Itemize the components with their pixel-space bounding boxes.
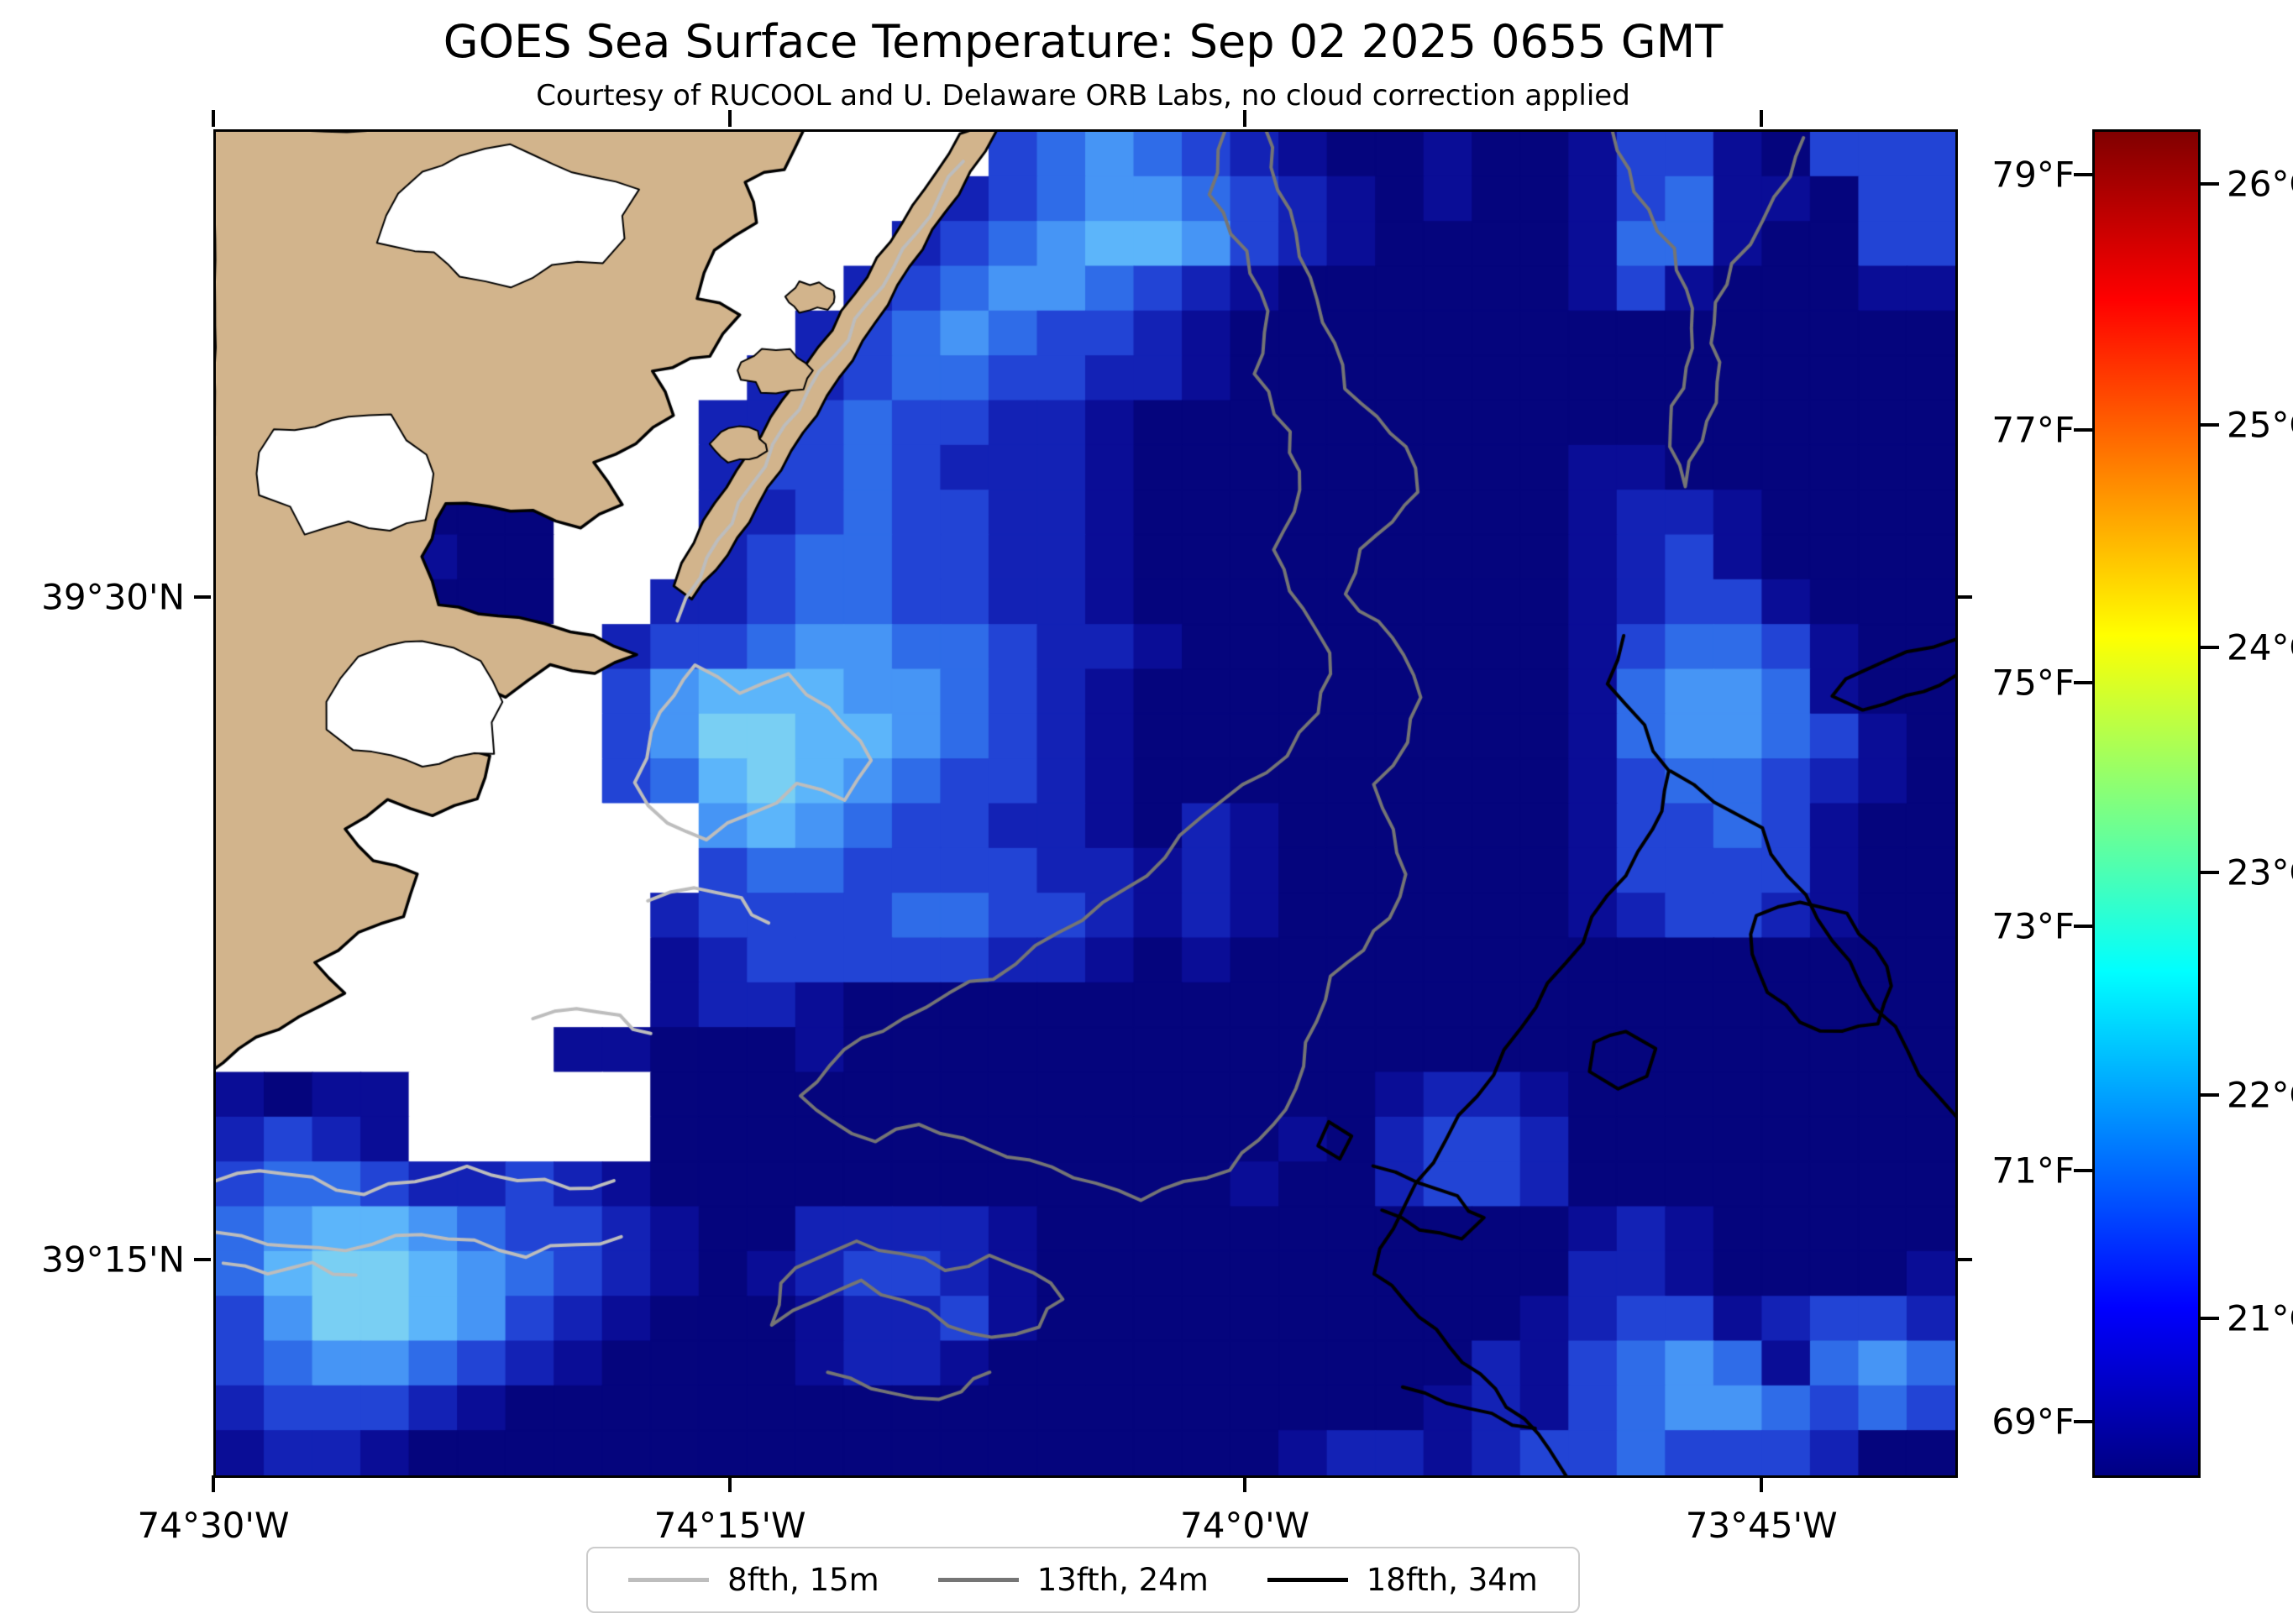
colorbar-tick-celsius [2201, 422, 2219, 427]
colorbar-label-celsius: 23°C [2227, 851, 2293, 893]
legend-line-swatch [937, 1578, 1019, 1582]
colorbar-tick-fahrenheit [2074, 681, 2092, 684]
colorbar-tick-celsius [2201, 1093, 2219, 1098]
colorbar-label-celsius: 25°C [2227, 404, 2293, 446]
legend-line-swatch [628, 1578, 710, 1582]
y-tick-label: 39°15'N [41, 1239, 185, 1281]
colorbar-tick-celsius [2201, 182, 2219, 186]
legend-item-3: 18fth, 34m [1267, 1562, 1538, 1598]
y-axis-tick-left [194, 1257, 211, 1261]
colorbar-label-fahrenheit: 75°F [1991, 662, 2075, 704]
y-axis-tick-right [1955, 595, 1972, 599]
colorbar-tick-celsius [2201, 646, 2219, 650]
x-axis-tick-bottom [1760, 1475, 1764, 1492]
x-axis-tick-top [1760, 110, 1764, 127]
colorbar-label-fahrenheit: 77°F [1991, 409, 2075, 451]
x-axis-tick-top [728, 110, 732, 127]
legend-item-1: 8fth, 15m [628, 1562, 879, 1598]
colorbar-tick-fahrenheit [2074, 924, 2092, 928]
colorbar-tick-fahrenheit [2074, 173, 2092, 177]
colorbar-label-celsius: 21°C [2227, 1297, 2293, 1339]
map-plot-area [213, 129, 1958, 1478]
colorbar-label-celsius: 26°C [2227, 163, 2293, 205]
x-tick-label: 74°15'W [653, 1505, 806, 1546]
colorbar-label-celsius: 24°C [2227, 626, 2293, 668]
colorbar: 79°F 77°F 75°F 73°F 71°F 69°F 26°C 25°C 24°C 23°C… [1991, 129, 2293, 1478]
x-tick-label: 74°30'W [137, 1505, 290, 1546]
chart-title: GOES Sea Surface Temperature: Sep 02 202… [443, 15, 1724, 68]
x-axis-tick-bottom [728, 1475, 732, 1492]
x-axis-tick-top [1243, 110, 1247, 127]
x-axis-tick-bottom [212, 1475, 215, 1492]
depth-contour-legend: 8fth, 15m 13fth, 24m 18fth, 34m [213, 1547, 1953, 1613]
y-axis-tick-left [194, 595, 211, 599]
legend-box: 8fth, 15m 13fth, 24m 18fth, 34m [586, 1547, 1580, 1613]
colorbar-tick-celsius [2201, 1316, 2219, 1320]
legend-line-swatch [1267, 1578, 1348, 1582]
legend-item-label: 18fth, 34m [1366, 1562, 1538, 1598]
y-tick-label: 39°30'N [41, 576, 185, 618]
legend-item-label: 8fth, 15m [727, 1562, 879, 1598]
x-tick-label: 74°0'W [1179, 1505, 1310, 1546]
colorbar-label-fahrenheit: 79°F [1991, 154, 2075, 196]
colorbar-tick-fahrenheit [2074, 428, 2092, 432]
legend-item-2: 13fth, 24m [937, 1562, 1209, 1598]
chart-subtitle: Courtesy of RUCOOL and U. Delaware ORB L… [536, 79, 1630, 113]
legend-item-label: 13fth, 24m [1036, 1562, 1209, 1598]
colorbar-tick-fahrenheit [2074, 1420, 2092, 1423]
colorbar-tick-fahrenheit [2074, 1168, 2092, 1172]
colorbar-label-fahrenheit: 69°F [1991, 1401, 2075, 1443]
x-axis-tick-top [212, 110, 215, 127]
x-tick-label: 73°45'W [1685, 1505, 1838, 1546]
y-axis-tick-right [1955, 1257, 1972, 1261]
colorbar-label-fahrenheit: 71°F [1991, 1150, 2075, 1192]
colorbar-label-celsius: 22°C [2227, 1074, 2293, 1116]
x-axis-tick-bottom [1243, 1475, 1247, 1492]
colorbar-tick-celsius [2201, 870, 2219, 874]
colorbar-label-fahrenheit: 73°F [1991, 905, 2075, 947]
sst-map [216, 132, 1955, 1475]
